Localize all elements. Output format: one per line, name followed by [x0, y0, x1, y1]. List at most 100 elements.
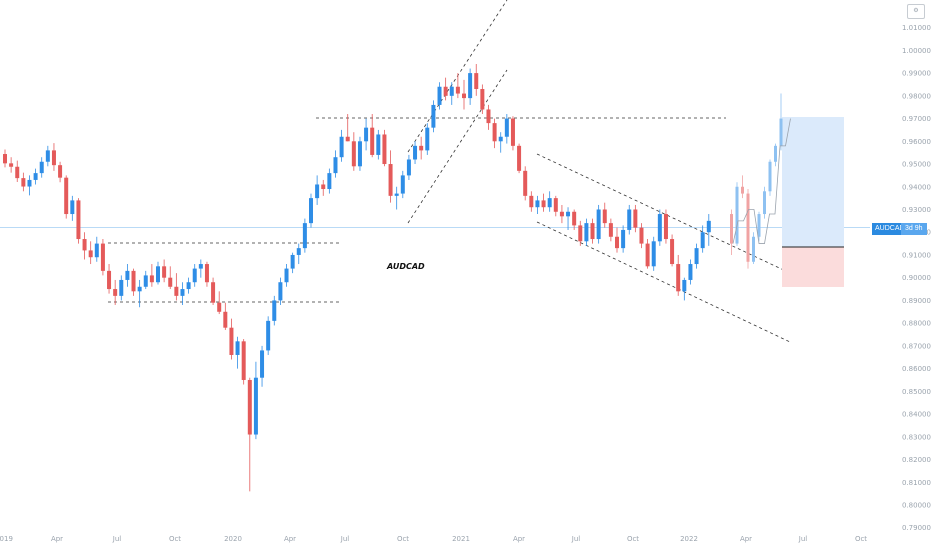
- x-tick-label: Oct: [855, 535, 867, 543]
- y-tick-label: 0.95000: [902, 161, 931, 169]
- target-zone: [782, 117, 844, 247]
- candle-body: [486, 109, 491, 124]
- stop-zone: [782, 247, 844, 287]
- candle-body: [474, 73, 479, 90]
- candle-body: [449, 86, 454, 96]
- candle-body: [186, 282, 191, 290]
- candle-series: [3, 64, 711, 492]
- candle-body: [590, 223, 595, 240]
- x-tick-label: Jul: [571, 535, 581, 543]
- candle-body: [45, 150, 50, 162]
- candle-body: [168, 277, 173, 287]
- candle-body: [149, 275, 154, 283]
- candle-body: [327, 173, 332, 190]
- candle-body: [370, 127, 375, 155]
- projection-path: [732, 118, 791, 244]
- candle-body: [333, 157, 338, 174]
- x-tick-label: 2020: [224, 535, 242, 543]
- candle-body: [113, 289, 118, 296]
- projected-body: [763, 191, 766, 215]
- y-tick-label: 0.86000: [902, 365, 931, 373]
- candle-body: [76, 200, 81, 240]
- y-tick-label: 0.83000: [902, 433, 931, 441]
- descending-channel-lower-line: [536, 221, 791, 343]
- candle-body: [645, 243, 650, 267]
- candle-body: [584, 223, 589, 242]
- candle-body: [351, 141, 356, 167]
- candle-body: [15, 166, 20, 179]
- price-axis[interactable]: 0.79000 0.80000 0.81000 0.82000 0.83000 0.840…: [902, 24, 931, 532]
- candle-body: [437, 86, 442, 105]
- x-tick-label: 2022: [680, 535, 698, 543]
- candle-body: [235, 341, 240, 355]
- x-tick-label: 2021: [452, 535, 470, 543]
- chart-settings-button[interactable]: ⚙: [907, 4, 925, 19]
- candle-body: [27, 179, 32, 187]
- candle-body: [339, 136, 344, 158]
- candle-body: [676, 264, 681, 292]
- candle-body: [468, 73, 473, 99]
- candle-body: [413, 145, 418, 160]
- y-tick-label: 0.79000: [902, 524, 931, 532]
- channel-lower-line: [407, 69, 508, 224]
- candle-body: [278, 282, 283, 301]
- candle-body: [510, 118, 515, 146]
- candle-body: [253, 377, 258, 435]
- candle-body: [82, 239, 87, 251]
- x-tick-label: Jul: [798, 535, 808, 543]
- candle-body: [180, 289, 185, 296]
- candle-body: [302, 223, 307, 249]
- y-tick-label: 0.80000: [902, 501, 931, 509]
- candle-body: [309, 198, 313, 224]
- y-tick-label: 0.84000: [902, 411, 931, 419]
- x-tick-label: Oct: [169, 535, 181, 543]
- candle-body: [670, 239, 675, 265]
- candle-body: [284, 268, 289, 283]
- candle-body: [535, 200, 540, 208]
- candle-body: [241, 341, 246, 380]
- projected-body: [735, 186, 739, 244]
- y-tick-label: 0.82000: [902, 456, 931, 464]
- candle-body: [688, 264, 693, 280]
- candle-body: [523, 170, 528, 196]
- candle-body: [566, 211, 571, 217]
- y-tick-label: 0.89000: [902, 297, 931, 305]
- candle-body: [621, 229, 626, 249]
- candle-body: [382, 134, 387, 165]
- projection-layer: [730, 93, 791, 269]
- candle-body: [425, 127, 430, 151]
- projected-body: [741, 186, 744, 194]
- candle-body: [198, 264, 203, 269]
- x-tick-label: Apr: [284, 535, 296, 543]
- candle-body: [462, 93, 466, 99]
- candle-body: [443, 86, 448, 96]
- candle-body: [229, 327, 234, 355]
- candle-body: [608, 223, 613, 237]
- candle-body: [627, 209, 632, 230]
- candle-body: [553, 198, 558, 212]
- x-tick-label: Apr: [513, 535, 525, 543]
- candle-body: [559, 211, 564, 217]
- candle-body: [211, 282, 216, 303]
- candle-body: [572, 211, 577, 226]
- projected-body: [757, 214, 761, 237]
- candle-body: [400, 175, 405, 194]
- candle-body: [639, 227, 644, 244]
- x-tick-label: Apr: [740, 535, 752, 543]
- time-axis[interactable]: 2019 Apr Jul Oct 2020 Apr Jul Oct 2021 Apr Jul Oct 2…: [0, 535, 867, 543]
- symbol-annotation: AUDCAD: [386, 262, 425, 271]
- candle-body: [94, 243, 99, 258]
- projected-body: [730, 214, 733, 244]
- candle-body: [602, 209, 607, 224]
- candle-body: [504, 118, 509, 137]
- y-tick-label: 0.94000: [902, 183, 931, 191]
- projected-body: [779, 118, 783, 146]
- candle-body: [192, 268, 197, 283]
- candle-body: [204, 264, 209, 283]
- candle-body: [321, 184, 326, 190]
- candle-body: [3, 154, 7, 164]
- candle-body: [272, 300, 277, 321]
- candle-body: [492, 123, 497, 142]
- projected-body: [752, 236, 755, 262]
